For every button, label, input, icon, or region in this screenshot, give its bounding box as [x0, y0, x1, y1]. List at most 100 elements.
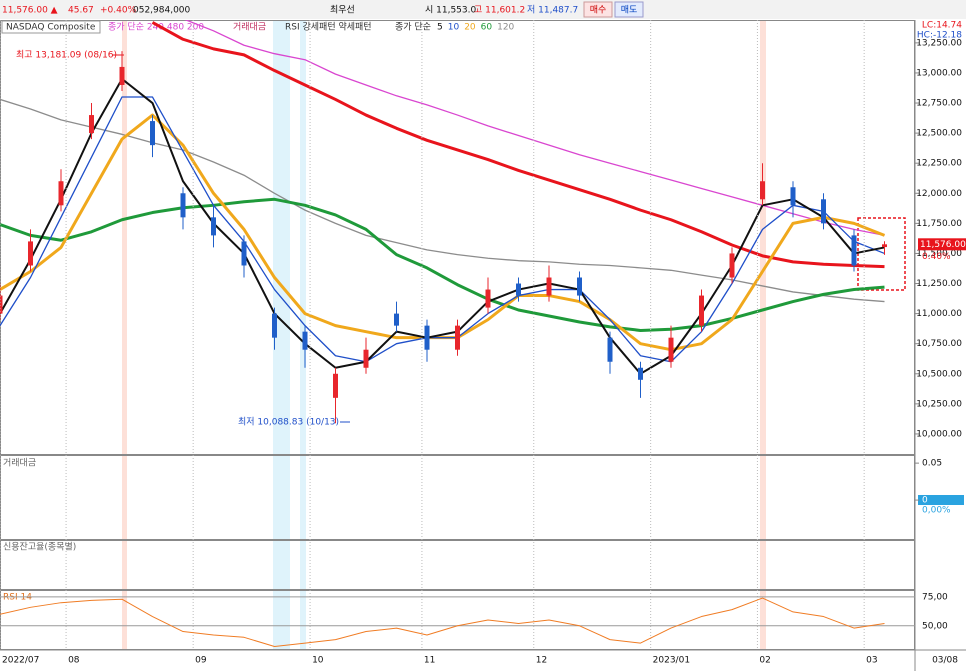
- legend-rsi-pattern[interactable]: RSI 강세패턴 약세패턴: [285, 21, 372, 33]
- line: [0, 113, 886, 352]
- amount-tag-label: 0,00%: [922, 506, 951, 516]
- pane-title: 거래대금: [3, 458, 36, 469]
- candle-body: [119, 66, 125, 85]
- y-tick-label: 10,500.00: [916, 369, 962, 379]
- credit-pane: [0, 540, 915, 590]
- candle-body: [302, 331, 308, 350]
- x-tick-label: 2023/01: [653, 656, 690, 666]
- line: [0, 597, 885, 648]
- highlight-band: [122, 20, 127, 650]
- candle-body: [180, 193, 186, 218]
- y-tick-label: 10,250.00: [916, 399, 962, 409]
- y-tick-label: 50,00: [922, 621, 948, 631]
- focus-box: [857, 217, 906, 291]
- legend-item: 120: [497, 23, 514, 33]
- y-tick-label: 12,000.00: [916, 189, 962, 199]
- x-tick-label: 10: [312, 656, 324, 666]
- y-tick-label: 11,500.00: [916, 249, 962, 259]
- line: [0, 197, 885, 332]
- sell-button[interactable]: [614, 1, 644, 18]
- x-tick-label: 09: [195, 656, 207, 666]
- candle-body: [668, 337, 674, 362]
- y-tick-label: 12,250.00: [916, 159, 962, 169]
- candle-body: [150, 121, 155, 146]
- candle-body: [516, 283, 521, 296]
- lc-label: LC:14.74: [922, 21, 962, 31]
- candle-body: [455, 325, 460, 350]
- sell-label[interactable]: 매도: [621, 5, 638, 16]
- candle-body: [333, 373, 338, 398]
- candle-body: [699, 295, 704, 326]
- candle-body: [89, 115, 94, 134]
- y-tick-label: 75,00: [922, 592, 948, 602]
- candle-body: [424, 325, 430, 350]
- legend-item: 20: [464, 23, 476, 33]
- legend-item: 5: [437, 23, 443, 33]
- amount-tag: [918, 495, 964, 505]
- x-tick-label: 12: [536, 656, 547, 666]
- cursor-date: 03/08: [932, 656, 958, 666]
- candle-body: [241, 241, 247, 266]
- line: [0, 77, 885, 375]
- volume: 052,984,000: [133, 6, 191, 16]
- legend-ma-long[interactable]: 종가 단순 240 480 200: [108, 22, 204, 33]
- candle-body: [211, 217, 216, 236]
- legend-item: 60: [481, 23, 493, 33]
- last-price-label: 11,576.00: [920, 240, 966, 250]
- candle-body: [485, 289, 491, 308]
- candle-body: [729, 253, 735, 278]
- volume-pane: [0, 455, 915, 540]
- x-tick-label: 02: [759, 656, 770, 666]
- legend-item: 10: [448, 23, 460, 33]
- x-tick-label: 11: [424, 656, 435, 666]
- price-pane: [0, 20, 915, 455]
- highlight-band: [760, 20, 766, 650]
- y-tick-label: 11,000.00: [916, 309, 962, 319]
- open: 시 11,553.0: [425, 5, 476, 16]
- highlight-band: [273, 20, 290, 650]
- y-tick-label: 13,250.00: [916, 38, 962, 48]
- symbol-box[interactable]: [1, 20, 101, 34]
- buy-button[interactable]: [583, 1, 613, 18]
- candle-body: [851, 235, 857, 266]
- y-tick-label: 11,750.00: [916, 219, 962, 229]
- x-tick-label: 03: [866, 656, 877, 666]
- candle-body: [272, 313, 277, 338]
- y-tick-label: 12,750.00: [916, 99, 962, 109]
- symbol-title: NASDAQ Composite: [6, 23, 96, 33]
- legend-ma-short[interactable]: 종가 단순: [395, 22, 431, 33]
- candle-body: [0, 295, 3, 314]
- price: 11,576.00 ▲: [2, 6, 58, 16]
- quote-type[interactable]: 최우선: [330, 5, 355, 16]
- hc-label: HC:-12.18: [917, 31, 962, 41]
- candle-body: [577, 277, 582, 296]
- candle-body: [394, 313, 399, 326]
- y-tick-label: 0: [922, 496, 928, 506]
- y-tick-label: 11,250.00: [916, 279, 962, 289]
- legend-amount[interactable]: 거래대금: [233, 22, 266, 33]
- candle-body: [790, 187, 796, 206]
- low: 저 11,487.7: [527, 5, 578, 16]
- high: 고 11,601.2: [474, 6, 525, 16]
- last-pct-label: 0.40%: [922, 252, 951, 262]
- y-tick-label: 13,000.00: [916, 68, 962, 78]
- x-tick-label: 2022/07: [2, 656, 39, 666]
- last-price-tag: [918, 238, 966, 251]
- y-tick-label: 10,750.00: [916, 339, 962, 349]
- y-tick-label: 12,500.00: [916, 129, 962, 139]
- candle-body: [363, 349, 369, 368]
- low-annotation: 최저 10,088.83 (10/13): [238, 417, 339, 428]
- candle-body: [28, 241, 33, 266]
- candle-body: [638, 367, 643, 380]
- high-annotation: 최고 13,181.09 (08/16): [16, 50, 117, 61]
- y-tick-label: 0.05: [922, 459, 942, 469]
- candle-body: [882, 244, 887, 248]
- rsi-pane: [0, 590, 915, 650]
- change: 45.67: [68, 6, 94, 16]
- buy-label[interactable]: 매수: [590, 5, 607, 16]
- candle-body: [760, 181, 765, 200]
- top-bar: [0, 0, 966, 19]
- candle-body: [58, 181, 64, 206]
- pane-title: RSI 14: [3, 593, 32, 603]
